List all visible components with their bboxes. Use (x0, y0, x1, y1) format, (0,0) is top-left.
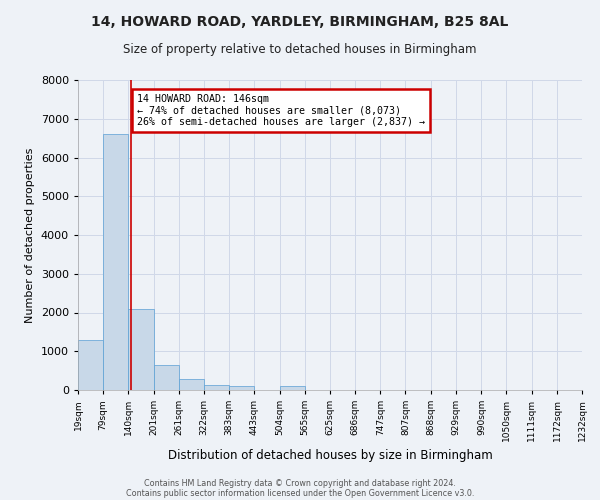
Text: 14, HOWARD ROAD, YARDLEY, BIRMINGHAM, B25 8AL: 14, HOWARD ROAD, YARDLEY, BIRMINGHAM, B2… (91, 15, 509, 29)
Y-axis label: Number of detached properties: Number of detached properties (25, 148, 35, 322)
Text: Size of property relative to detached houses in Birmingham: Size of property relative to detached ho… (123, 42, 477, 56)
Bar (78, 340, 103, 390)
Text: Contains HM Land Registry data © Crown copyright and database right 2024.: Contains HM Land Registry data © Crown c… (144, 478, 456, 488)
Bar (179, 379, 204, 390)
Text: Contains public sector information licensed under the Open Government Licence v3: Contains public sector information licen… (126, 488, 474, 498)
Bar (103, 134, 128, 390)
Bar (229, 386, 254, 390)
Bar (280, 386, 305, 390)
Text: 14 HOWARD ROAD: 146sqm
← 74% of detached houses are smaller (8,073)
26% of semi-: 14 HOWARD ROAD: 146sqm ← 74% of detached… (137, 94, 425, 127)
X-axis label: Distribution of detached houses by size in Birmingham: Distribution of detached houses by size … (167, 450, 493, 462)
Bar (204, 385, 229, 390)
Bar (128, 310, 154, 390)
Bar (154, 365, 179, 390)
